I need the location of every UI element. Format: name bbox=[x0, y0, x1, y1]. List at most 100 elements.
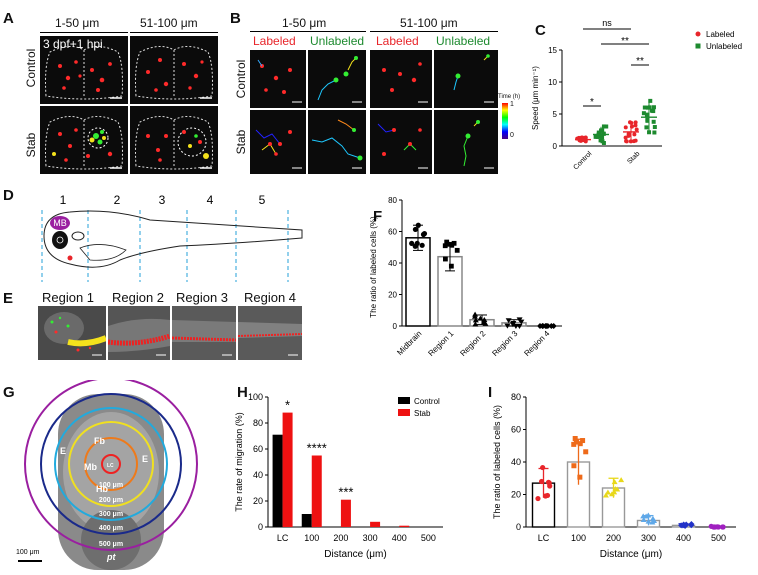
panel-a-drawing-stab-1 bbox=[45, 116, 123, 170]
panel-g-ring-label-100: 100 μm bbox=[99, 482, 123, 489]
panel-c-ytick-label: 5 bbox=[553, 110, 558, 119]
panel-c-legend-swatch-unlabeled bbox=[695, 43, 701, 49]
panel-f-xtick-label: Region 1 bbox=[426, 329, 455, 358]
panel-c-point bbox=[623, 125, 628, 130]
panel-i-point bbox=[542, 493, 549, 499]
panel-b-colorbar-max: 1 bbox=[510, 101, 514, 108]
panel-i-xtick-label: 100 bbox=[571, 533, 586, 543]
panel-f-point bbox=[448, 263, 454, 269]
panel-a-drawing-stab-2 bbox=[135, 116, 213, 170]
panel-c-point bbox=[647, 130, 652, 135]
panel-i-point bbox=[640, 516, 647, 522]
panel-d-region-5: 5 bbox=[259, 193, 266, 207]
panel-i-point bbox=[546, 480, 552, 486]
panel-i-point bbox=[602, 492, 609, 498]
panel-f-point bbox=[454, 247, 460, 253]
panel-f-xtick-label: Region 4 bbox=[522, 329, 551, 358]
panel-c-xtick-label: Stab bbox=[626, 150, 641, 165]
panel-a-header-line-1 bbox=[40, 32, 128, 33]
panel-h-bar bbox=[399, 525, 410, 527]
panel-i-point bbox=[604, 489, 611, 495]
panel-g-ring-500 bbox=[24, 380, 198, 551]
panel-f-point bbox=[504, 323, 511, 329]
panel-letter-g: G bbox=[3, 384, 15, 401]
panel-h-xtick-label: 300 bbox=[363, 533, 378, 543]
panel-d-region-4: 4 bbox=[207, 193, 214, 207]
panel-h-sig: *** bbox=[338, 485, 353, 500]
panel-h-legend-stab: Stab bbox=[414, 409, 431, 418]
panel-f-point bbox=[415, 222, 421, 228]
panel-b-subcol-2: Unlabeled bbox=[310, 34, 365, 48]
panel-f-xtick-label: Region 2 bbox=[458, 329, 487, 358]
panel-a-drawing-control-2 bbox=[135, 46, 213, 100]
panel-e-image-region-4 bbox=[238, 306, 302, 360]
panel-i-point bbox=[573, 439, 579, 445]
panel-c-point bbox=[652, 130, 657, 135]
panel-i-ytick-label: 60 bbox=[511, 425, 521, 435]
panel-b-image-control-labeled-2 bbox=[370, 50, 432, 108]
panel-h-ylabel: The rate of migration (%) bbox=[234, 412, 244, 512]
panel-f-point bbox=[505, 318, 512, 324]
panel-a-drawing-control-1 bbox=[45, 46, 123, 100]
panel-i-point bbox=[611, 489, 618, 495]
panel-f-point bbox=[477, 315, 484, 321]
panel-e-drawing-region-1 bbox=[44, 312, 106, 356]
panel-b-subcol-3: Labeled bbox=[376, 34, 419, 48]
panel-h-ytick-label: 40 bbox=[253, 470, 263, 480]
panel-letter-h: H bbox=[237, 384, 248, 401]
panel-b-drawing-control-unlabeled-1 bbox=[317, 56, 362, 103]
panel-g-ring-label-200: 200 μm bbox=[99, 497, 123, 504]
panel-c-point bbox=[604, 124, 609, 129]
panel-c-point bbox=[634, 127, 639, 132]
panel-h-xtick-label: 200 bbox=[333, 533, 348, 543]
panel-a-col-2: 51-100 μm bbox=[140, 16, 198, 30]
panel-c-point bbox=[624, 139, 629, 144]
panel-a-image-control-2 bbox=[130, 36, 218, 104]
panel-c-point bbox=[623, 135, 628, 140]
panel-i-point bbox=[640, 513, 647, 519]
panel-c-point bbox=[644, 125, 649, 130]
panel-f-point bbox=[412, 226, 419, 233]
panel-g-label-hb: Hb bbox=[96, 484, 108, 494]
panel-h-xtick-label: 100 bbox=[304, 533, 319, 543]
panel-g-label-e-left: E bbox=[60, 446, 66, 456]
panel-h-bar bbox=[301, 514, 312, 527]
panel-g-figure: Fb Mb Hb E E LC 100 μm 200 μm 300 μm 400… bbox=[16, 380, 198, 570]
panel-d-region-1: 1 bbox=[60, 193, 67, 207]
panel-e-drawing-region-3 bbox=[172, 320, 236, 356]
panel-c-legend-labeled: Labeled bbox=[706, 30, 734, 39]
panel-i-point bbox=[577, 441, 583, 447]
panel-b-subcol-1: Labeled bbox=[253, 34, 296, 48]
panel-f-point bbox=[539, 323, 546, 329]
panel-d-region-3: 3 bbox=[159, 193, 166, 207]
panel-h-ytick-label: 0 bbox=[258, 522, 263, 532]
panel-e-drawing-region-4 bbox=[238, 322, 302, 356]
panel-h-ytick-label: 80 bbox=[253, 418, 263, 428]
panel-e-image-region-3 bbox=[172, 306, 236, 360]
panel-a-image-stab-1 bbox=[40, 106, 128, 174]
panel-f-ytick-label: 80 bbox=[388, 196, 397, 205]
panel-c-ytick-label: 10 bbox=[548, 78, 557, 87]
panel-c-point bbox=[644, 112, 649, 117]
panel-f-point bbox=[509, 322, 516, 328]
panel-c-sig-1: ** bbox=[621, 36, 629, 47]
panel-h-xlabel: Distance (μm) bbox=[324, 549, 386, 560]
panel-d-region-numbers: 1 2 3 4 5 bbox=[60, 193, 266, 207]
panel-h-bar bbox=[272, 434, 283, 527]
panel-f-chart: 0 20 40 60 80 The ratio of labeled cells (%) M… bbox=[369, 196, 562, 358]
panel-f-point bbox=[443, 256, 448, 262]
panel-f-ytick-label: 40 bbox=[388, 259, 397, 268]
panel-g-label-pt: pt bbox=[106, 552, 116, 562]
panel-f-point bbox=[420, 231, 427, 238]
panel-h-bar bbox=[340, 499, 351, 527]
panel-i-point bbox=[649, 515, 656, 521]
panel-g-ring-label-400: 400 μm bbox=[99, 525, 123, 532]
panel-f-ytick-label: 20 bbox=[388, 291, 397, 300]
panel-c-point bbox=[595, 134, 600, 139]
panel-f-ytick-label: 60 bbox=[388, 228, 397, 237]
panel-c-point bbox=[601, 131, 606, 136]
panel-b-drawing-control-unlabeled-2 bbox=[453, 54, 494, 103]
panel-b-image-control-unlabeled-1 bbox=[308, 50, 366, 108]
panel-letter-f: F bbox=[373, 208, 383, 225]
